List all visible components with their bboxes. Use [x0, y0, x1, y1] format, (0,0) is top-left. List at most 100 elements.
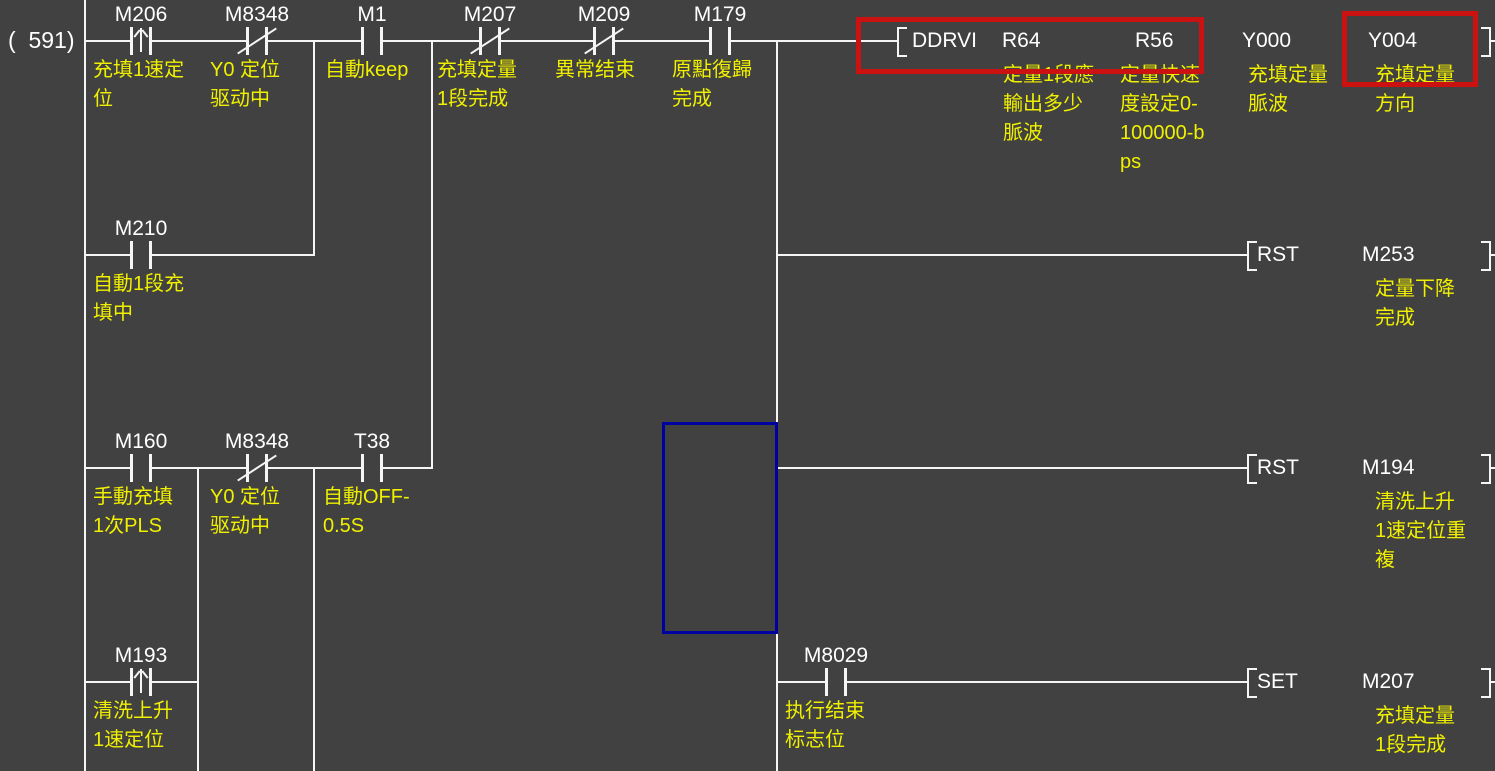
contact-gap [361, 39, 383, 43]
instruction-text-RST[interactable]: RST [1257, 243, 1299, 266]
contact-bar-right [149, 454, 152, 482]
operand-comment-line: ps [1120, 151, 1142, 173]
contact-bar-right [265, 454, 268, 482]
device-label: M207 [463, 3, 517, 26]
wire-vertical [84, 0, 86, 771]
operand-comment-line: 度設定0- [1120, 93, 1198, 115]
wire-horizontal [1489, 681, 1495, 683]
operand-comment-line: 清洗上升 [1375, 491, 1455, 513]
operand-comment-line: 充填定量 [1248, 64, 1328, 86]
instruction-text-M207[interactable]: M207 [1362, 670, 1415, 693]
device-comment-line: 原點復歸 [672, 59, 752, 81]
operand-comment-line: 定量下降 [1375, 278, 1455, 300]
instruction-text-R64[interactable]: R64 [1002, 29, 1041, 52]
wire-vertical [776, 41, 778, 771]
contact-bar-left [130, 27, 133, 55]
device-label: M1 [357, 3, 387, 26]
wire-vertical [313, 41, 315, 256]
operand-comment-line: 完成 [1375, 307, 1415, 329]
device-comment-line: 充填定量 [437, 59, 517, 81]
device-label: M210 [114, 217, 168, 240]
device-label: M8348 [224, 430, 290, 453]
contact-gap [361, 466, 383, 470]
device-label: M209 [577, 3, 631, 26]
instruction-text-Y004[interactable]: Y004 [1368, 29, 1418, 52]
device-comment-line: 清洗上升 [93, 700, 173, 722]
instruction-text-M253[interactable]: M253 [1362, 243, 1415, 266]
device-comment-line: 完成 [672, 88, 712, 110]
contact-bar-right [149, 668, 152, 696]
device-comment-line: 驱动中 [210, 515, 270, 537]
device-comment-line: 驱动中 [210, 88, 270, 110]
contact-bar-right [380, 454, 383, 482]
operand-comment-line: 100000-b [1120, 122, 1205, 144]
operand-comment-line: 脈波 [1248, 93, 1288, 115]
device-label: M8348 [224, 3, 290, 26]
operand-comment-line: 1速定位重 [1375, 520, 1467, 542]
wire-horizontal [1489, 40, 1495, 42]
device-comment-line: 異常结束 [555, 59, 635, 81]
contact-bar-right [844, 668, 847, 696]
contact-gap [825, 680, 847, 684]
operand-comment-line: 脈波 [1003, 122, 1043, 144]
wire-vertical [197, 468, 199, 771]
instruction-open-bracket [1247, 454, 1257, 484]
device-label: M179 [693, 3, 747, 26]
wire-horizontal [85, 254, 315, 256]
device-comment-line: 执行结束 [785, 700, 865, 722]
wire-horizontal [777, 254, 1248, 256]
rising-pulse-arrow-icon [140, 669, 142, 693]
contact-bar-right [149, 241, 152, 269]
instruction-text-R56[interactable]: R56 [1135, 29, 1174, 52]
instruction-close-bracket [1481, 454, 1491, 484]
instruction-text-DDRVI[interactable]: DDRVI [912, 29, 977, 52]
device-comment-line: 位 [93, 88, 113, 110]
device-comment-line: 1次PLS [93, 515, 162, 537]
wire-horizontal [777, 681, 1248, 683]
instruction-text-M194[interactable]: M194 [1362, 456, 1415, 479]
device-comment-line: 标志位 [785, 729, 845, 751]
instruction-text-Y000[interactable]: Y000 [1242, 29, 1292, 52]
wire-horizontal [1489, 467, 1495, 469]
contact-bar-left [130, 668, 133, 696]
contact-bar-left [246, 454, 249, 482]
device-comment-line: 手動充填 [93, 486, 173, 508]
contact-bar-left [246, 27, 249, 55]
device-comment-line: 1速定位 [93, 729, 165, 751]
wire-horizontal [777, 467, 1248, 469]
device-comment-line: 0.5S [323, 515, 365, 537]
device-label: M193 [114, 644, 168, 667]
wire-vertical [431, 41, 433, 469]
contact-bar-left [130, 241, 133, 269]
contact-gap [130, 466, 152, 470]
device-label: M160 [114, 430, 168, 453]
contact-bar-left [825, 668, 828, 696]
red-highlight-box [1342, 11, 1478, 87]
operand-comment-line: 充填定量 [1375, 705, 1455, 727]
instruction-open-bracket [897, 27, 907, 57]
contact-bar-left [361, 27, 364, 55]
instruction-text-SET[interactable]: SET [1257, 670, 1298, 693]
device-comment-line: 充填1速定 [93, 59, 185, 81]
contact-bar-right [612, 27, 615, 55]
contact-bar-right [149, 27, 152, 55]
device-label: M206 [114, 3, 168, 26]
device-comment-line: 1段完成 [437, 88, 509, 110]
instruction-close-bracket [1481, 27, 1491, 57]
device-comment-line: Y0 定位 [210, 486, 281, 508]
device-comment-line: Y0 定位 [210, 59, 281, 81]
contact-bar-right [380, 27, 383, 55]
device-label: M8029 [803, 644, 869, 667]
device-comment-line: 自動OFF- [323, 486, 410, 508]
wire-horizontal [1489, 254, 1495, 256]
operand-comment-line: 輸出多少 [1003, 93, 1083, 115]
instruction-open-bracket [1247, 668, 1257, 698]
device-comment-line: 自動1段充 [93, 273, 185, 295]
contact-bar-right [265, 27, 268, 55]
blue-edit-cursor-box [662, 422, 778, 634]
rising-pulse-arrow-icon [140, 28, 142, 52]
contact-bar-left [361, 454, 364, 482]
contact-bar-left [593, 27, 596, 55]
instruction-text-RST[interactable]: RST [1257, 456, 1299, 479]
